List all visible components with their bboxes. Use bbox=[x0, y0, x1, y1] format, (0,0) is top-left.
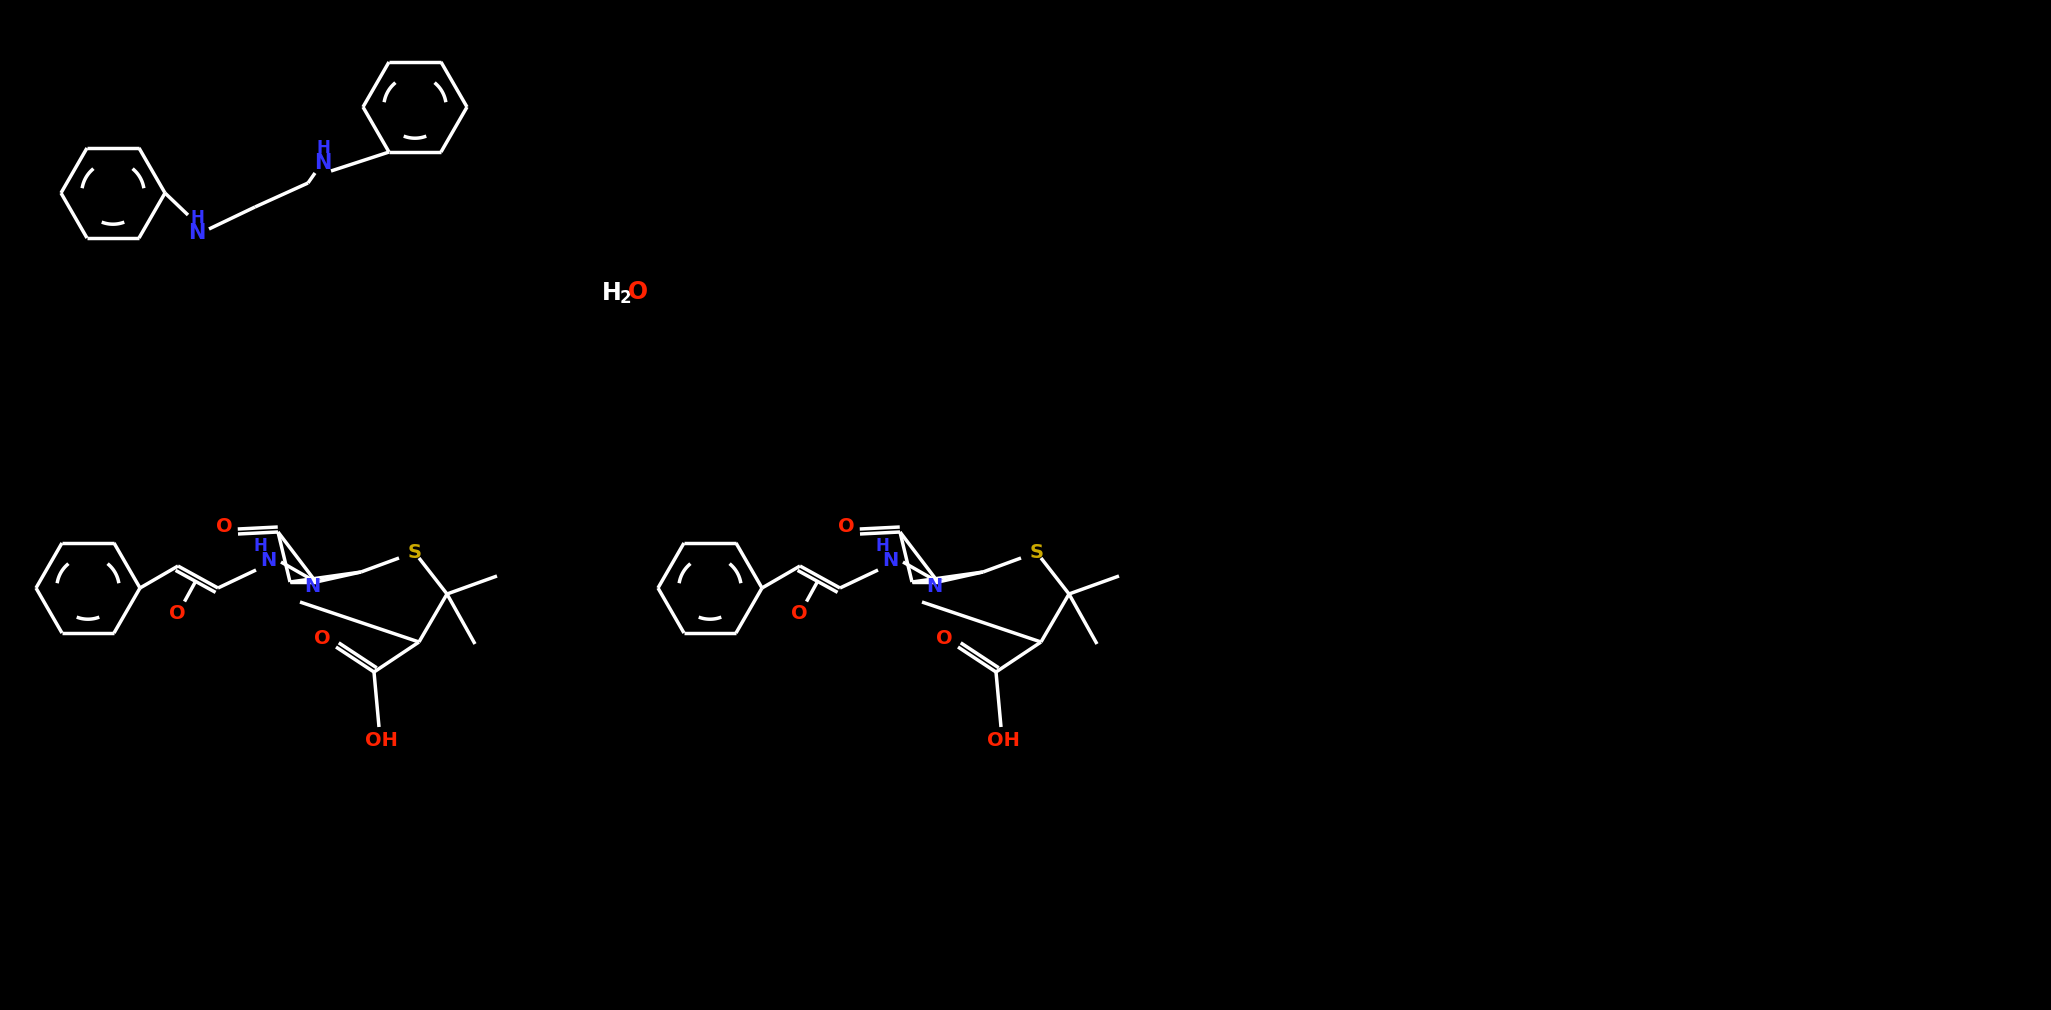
Text: O: O bbox=[170, 604, 187, 623]
Text: N: N bbox=[260, 550, 277, 570]
Text: H: H bbox=[316, 139, 330, 157]
Text: H: H bbox=[191, 209, 203, 227]
Text: N: N bbox=[882, 550, 898, 570]
Text: S: S bbox=[408, 542, 423, 562]
Text: O: O bbox=[792, 604, 808, 623]
Text: S: S bbox=[1030, 542, 1044, 562]
Text: OH: OH bbox=[987, 731, 1019, 750]
Text: N: N bbox=[189, 223, 205, 243]
Text: OH: OH bbox=[365, 731, 398, 750]
Text: N: N bbox=[314, 153, 332, 173]
Text: O: O bbox=[215, 516, 232, 535]
Text: O: O bbox=[628, 280, 648, 304]
Text: 2: 2 bbox=[619, 289, 632, 307]
Text: O: O bbox=[314, 629, 330, 648]
Text: O: O bbox=[837, 516, 855, 535]
Text: H: H bbox=[603, 281, 621, 305]
Text: H: H bbox=[876, 537, 888, 556]
Text: N: N bbox=[925, 578, 941, 597]
Text: O: O bbox=[935, 629, 952, 648]
Text: N: N bbox=[304, 578, 320, 597]
Text: H: H bbox=[252, 537, 267, 556]
